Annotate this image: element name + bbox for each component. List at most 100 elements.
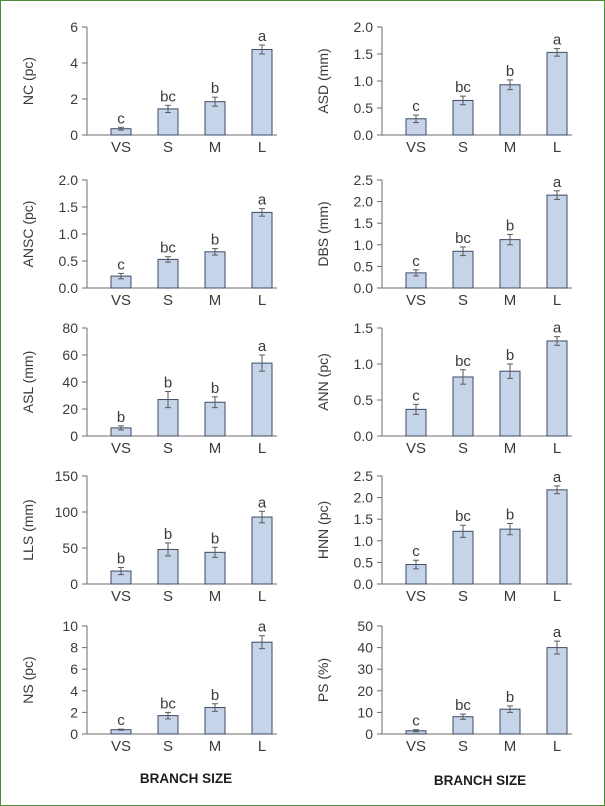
y-tick-label: 4 [70, 683, 78, 699]
significance-letter: bc [455, 230, 471, 247]
y-axis-label: ANN (pc) [315, 353, 331, 411]
y-axis-label: HNN (pc) [315, 501, 331, 559]
y-tick-label: 10 [62, 618, 78, 634]
y-tick-label: 0 [70, 576, 78, 592]
significance-letter: b [506, 689, 514, 706]
y-tick-label: 0.5 [354, 392, 374, 408]
y-tick-label: 0.0 [354, 576, 374, 592]
bar [499, 528, 521, 585]
x-category-label: M [504, 440, 517, 457]
y-tick-label: 2.0 [354, 19, 374, 35]
x-category-label: M [209, 588, 222, 605]
bar [499, 239, 521, 289]
x-category-label: VS [111, 139, 131, 156]
y-tick-label: 0.5 [354, 100, 374, 116]
y-tick-label: 0 [70, 428, 78, 444]
x-category-label: S [458, 440, 468, 457]
x-category-label: L [258, 738, 266, 755]
x-category-label: VS [406, 738, 426, 755]
y-tick-label: 2.5 [354, 468, 374, 484]
x-category-label: VS [406, 139, 426, 156]
y-axis-label: LLS (mm) [20, 499, 36, 560]
significance-letter: b [211, 687, 219, 704]
y-axis-label: NS (pc) [20, 656, 36, 703]
y-tick-label: 100 [55, 504, 79, 520]
y-tick-label: 4 [70, 55, 78, 71]
significance-letter: c [117, 256, 125, 273]
y-axis-label: ANSC (pc) [20, 201, 36, 268]
y-tick-label: 0.0 [59, 280, 79, 296]
x-category-label: VS [111, 440, 131, 457]
bar [251, 641, 273, 735]
x-category-label: S [163, 588, 173, 605]
x-axis-title-right: BRANCH SIZE [433, 773, 527, 788]
significance-letter: bc [160, 695, 176, 712]
significance-letter: a [258, 338, 267, 355]
significance-letter: b [117, 409, 125, 426]
x-category-label: VS [111, 292, 131, 309]
x-category-label: L [553, 292, 561, 309]
x-axis-title-left: BRANCH SIZE [139, 771, 233, 786]
y-tick-label: 20 [357, 683, 373, 699]
bar [546, 51, 568, 136]
y-axis-label: ASL (mm) [20, 351, 36, 413]
y-tick-label: 2.0 [59, 172, 79, 188]
significance-letter: b [117, 550, 125, 567]
significance-letter: c [412, 713, 420, 730]
y-tick-label: 1.0 [354, 533, 374, 549]
x-category-label: M [504, 588, 517, 605]
y-tick-label: 1.5 [354, 320, 374, 336]
y-tick-label: 1.5 [354, 511, 374, 527]
bar [157, 258, 179, 289]
y-tick-label: 150 [55, 468, 79, 484]
y-tick-label: 1.5 [354, 215, 374, 231]
x-category-label: L [258, 588, 266, 605]
y-tick-label: 0.0 [354, 428, 374, 444]
y-tick-label: 8 [70, 640, 78, 656]
y-tick-label: 40 [357, 640, 373, 656]
y-tick-label: 6 [70, 661, 78, 677]
bar [546, 340, 568, 437]
x-category-label: S [458, 588, 468, 605]
significance-letter: c [117, 110, 125, 127]
significance-letter: b [211, 232, 219, 249]
x-category-label: S [163, 139, 173, 156]
y-tick-label: 10 [357, 704, 373, 720]
x-category-label: VS [111, 588, 131, 605]
x-category-label: VS [406, 440, 426, 457]
y-tick-label: 20 [62, 401, 78, 417]
significance-letter: a [258, 494, 267, 511]
y-tick-label: 1.0 [354, 237, 374, 253]
significance-letter: c [412, 98, 420, 115]
significance-letter: a [553, 624, 562, 641]
x-category-label: S [163, 292, 173, 309]
y-tick-label: 1.0 [354, 73, 374, 89]
x-category-label: VS [406, 292, 426, 309]
bar [251, 211, 273, 289]
bar [452, 99, 474, 136]
y-tick-label: 0.0 [354, 280, 374, 296]
significance-letter: bc [455, 508, 471, 525]
x-category-label: M [209, 440, 222, 457]
y-tick-label: 0 [70, 127, 78, 143]
significance-letter: bc [455, 79, 471, 96]
y-tick-label: 1.0 [354, 356, 374, 372]
y-tick-label: 2.5 [354, 172, 374, 188]
bar [499, 370, 521, 437]
y-tick-label: 50 [62, 540, 78, 556]
x-category-label: L [258, 440, 266, 457]
y-tick-label: 0.5 [59, 253, 79, 269]
significance-letter: bc [160, 88, 176, 105]
significance-letter: b [506, 347, 514, 364]
y-axis-label: NC (pc) [20, 57, 36, 105]
y-tick-label: 60 [62, 347, 78, 363]
y-tick-label: 30 [357, 661, 373, 677]
y-tick-label: 1.5 [354, 46, 374, 62]
y-tick-label: 2 [70, 704, 78, 720]
bar [204, 251, 226, 289]
x-category-label: S [163, 738, 173, 755]
y-tick-label: 1.0 [59, 226, 79, 242]
x-category-label: M [209, 292, 222, 309]
